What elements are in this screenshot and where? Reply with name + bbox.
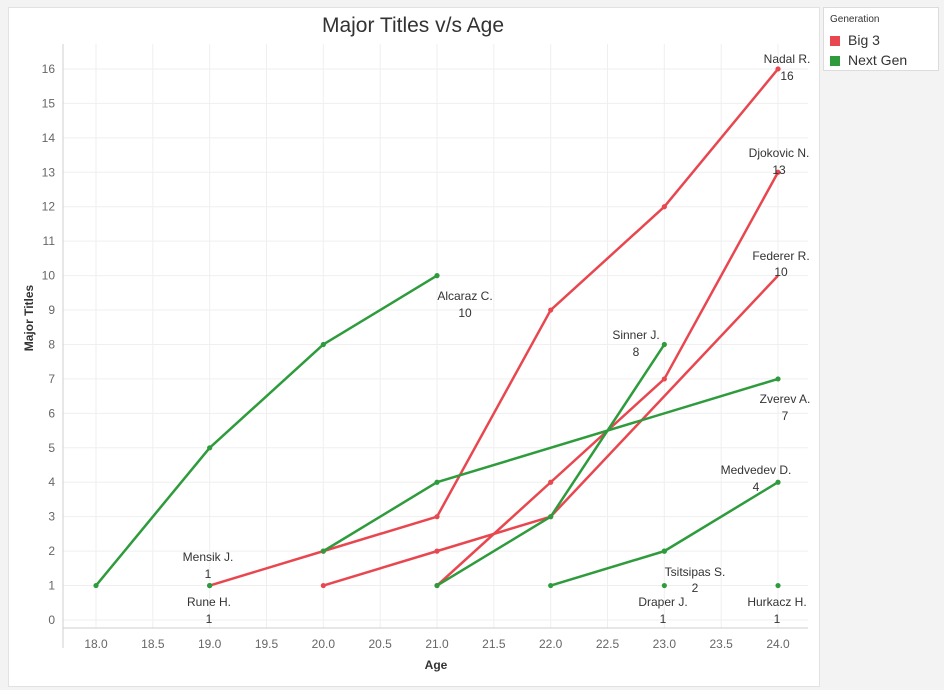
- data-point-nadal-r: [661, 204, 667, 210]
- y-tick-label: 2: [48, 544, 55, 558]
- name-label-draper-j: Draper J.: [638, 595, 687, 609]
- y-tick-label: 12: [42, 200, 56, 214]
- data-point-federer-r: [320, 582, 326, 589]
- name-label-nadal-r: Nadal R.: [764, 52, 811, 66]
- legend-title: Generation: [830, 14, 880, 25]
- name-label-rune-h: Rune H.: [187, 595, 231, 609]
- value-label-zverev-a: 7: [782, 409, 789, 423]
- x-tick-label: 21.5: [482, 637, 506, 651]
- series-line-nadal-r: [209, 68, 779, 587]
- data-point-nadal-r: [434, 514, 440, 520]
- data-point-djokovic-n: [775, 169, 781, 175]
- value-label-sinner-j: 8: [633, 345, 640, 359]
- data-point-rune-h: [207, 582, 213, 589]
- data-point-medvedev-d: [548, 582, 554, 589]
- data-point-alcaraz-c: [93, 582, 99, 589]
- data-point-zverev-a: [434, 479, 440, 485]
- value-label-draper-j: 1: [660, 612, 667, 626]
- data-labels: Nadal R. 16 Djokovic N. 13 Federer R. 10 Alcar…: [183, 52, 811, 626]
- data-point-zverev-a: [320, 548, 326, 554]
- y-tick-label: 5: [48, 441, 55, 455]
- x-tick-label: 22.5: [596, 637, 620, 651]
- x-tick-label: 22.0: [539, 637, 563, 651]
- x-tick-label: 23.0: [653, 637, 677, 651]
- name-label-medvedev-d: Medvedev D.: [721, 463, 792, 477]
- value-label-hurkacz-h: 1: [774, 612, 781, 626]
- y-tick-label: 16: [42, 62, 56, 76]
- data-point-nadal-r: [548, 307, 554, 313]
- value-label-djokovic-n: 13: [772, 163, 786, 177]
- grid: [63, 44, 808, 628]
- data-point-djokovic-n: [661, 376, 667, 382]
- data-point-zverev-a: [775, 376, 781, 382]
- x-axis-label: Age: [425, 658, 448, 672]
- data-point-medvedev-d: [775, 479, 781, 485]
- data-point-sinner-j: [661, 341, 667, 348]
- data-point-alcaraz-c: [434, 273, 440, 279]
- y-tick-label: 14: [42, 131, 56, 145]
- x-tick-label: 18.5: [141, 637, 165, 651]
- name-label-zverev-a: Zverev A.: [760, 392, 811, 406]
- x-tick-label: 20.0: [312, 637, 336, 651]
- data-point-draper-j: [661, 582, 667, 589]
- legend-swatch-big3: [830, 36, 840, 46]
- legend-label-big3: Big 3: [848, 32, 880, 48]
- legend-swatch-nextgen: [830, 56, 840, 66]
- x-tick-label: 20.5: [368, 637, 392, 651]
- y-tick-label: 7: [48, 372, 55, 386]
- data-point-sinner-j: [548, 514, 554, 520]
- x-tick-label: 18.0: [84, 637, 108, 651]
- y-tick-label: 6: [48, 406, 55, 420]
- y-tick-label: 3: [48, 510, 55, 524]
- name-label-djokovic-n: Djokovic N.: [749, 146, 810, 160]
- data-point-federer-r: [434, 548, 440, 554]
- series-layer: [93, 66, 781, 589]
- y-tick-label: 9: [48, 303, 55, 317]
- legend: Generation Big 3 Next Gen: [823, 7, 939, 71]
- value-label-medvedev-d: 4: [753, 480, 760, 494]
- x-tick-label: 19.5: [255, 637, 279, 651]
- name-label-hurkacz-h: Hurkacz H.: [747, 595, 806, 609]
- y-tick-label: 13: [42, 165, 56, 179]
- y-tick-label: 0: [48, 613, 55, 627]
- data-point-alcaraz-c: [320, 341, 326, 348]
- chart-frame: [8, 7, 820, 687]
- data-point-tsitsipas-s: [661, 548, 667, 554]
- name-label-tsitsipas-s: Tsitsipas S.: [665, 565, 726, 579]
- x-tick-label: 24.0: [766, 637, 790, 651]
- name-label-alcaraz-c: Alcaraz C.: [437, 289, 492, 303]
- value-label-tsitsipas-s: 2: [692, 581, 699, 595]
- y-tick-label: 10: [42, 269, 56, 283]
- value-label-rune-h: 1: [206, 612, 213, 626]
- y-axis-label: Major Titles: [22, 284, 36, 351]
- data-point-djokovic-n: [548, 479, 554, 485]
- series-line-alcaraz-c: [95, 274, 438, 587]
- value-label-mensik-j: 1: [205, 567, 212, 581]
- name-label-mensik-j: Mensik J.: [183, 550, 234, 564]
- y-tick-label: 8: [48, 337, 55, 351]
- y-tick-label: 15: [42, 96, 56, 110]
- data-point-sinner-j: [434, 582, 440, 589]
- name-label-federer-r: Federer R.: [752, 249, 809, 263]
- x-tick-label: 23.5: [710, 637, 734, 651]
- data-point-hurkacz-h: [775, 582, 781, 589]
- value-label-alcaraz-c: 10: [458, 306, 472, 320]
- value-label-nadal-r: 16: [780, 69, 794, 83]
- y-tick-label: 1: [48, 579, 55, 593]
- data-point-nadal-r: [775, 66, 781, 72]
- legend-item-nextgen[interactable]: Next Gen: [830, 52, 907, 68]
- legend-item-big3[interactable]: Big 3: [830, 32, 880, 48]
- axes: 18.0 18.5 19.0 19.5 20.0 20.5 21.0 21.5 22.0 22.5…: [22, 44, 808, 672]
- value-label-federer-r: 10: [774, 265, 788, 279]
- name-label-sinner-j: Sinner J.: [612, 328, 659, 342]
- x-tick-label: 19.0: [198, 637, 222, 651]
- x-tick-label: 21.0: [425, 637, 449, 651]
- y-tick-label: 4: [48, 475, 55, 489]
- chart-title: Major Titles v/s Age: [321, 14, 505, 37]
- legend-label-nextgen: Next Gen: [848, 52, 908, 68]
- series-line-federer-r: [322, 274, 779, 587]
- y-tick-label: 11: [43, 234, 56, 248]
- data-point-alcaraz-c: [207, 445, 213, 451]
